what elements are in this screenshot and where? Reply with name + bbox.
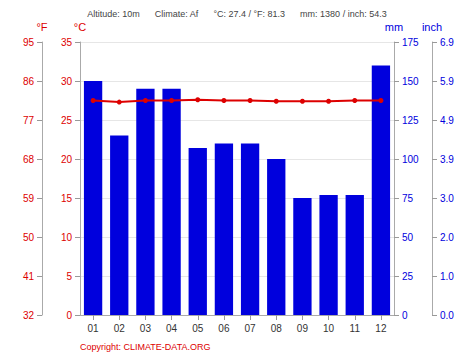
svg-text:3.9: 3.9 — [440, 154, 454, 165]
svg-text:08: 08 — [271, 323, 283, 334]
svg-text:41: 41 — [23, 271, 35, 282]
svg-text:mm: mm — [385, 21, 403, 33]
svg-text:25: 25 — [402, 271, 414, 282]
svg-text:100: 100 — [402, 154, 419, 165]
svg-text:15: 15 — [61, 193, 73, 204]
svg-text:05: 05 — [192, 323, 204, 334]
svg-text:11: 11 — [350, 323, 361, 334]
svg-text:03: 03 — [140, 323, 152, 334]
svg-text:35: 35 — [61, 37, 73, 48]
svg-text:50: 50 — [23, 232, 35, 243]
svg-text:06: 06 — [218, 323, 230, 334]
svg-text:75: 75 — [402, 193, 414, 204]
svg-text:01: 01 — [88, 323, 100, 334]
svg-text:50: 50 — [402, 232, 414, 243]
svg-text:12: 12 — [375, 323, 387, 334]
svg-text:inch: inch — [422, 21, 442, 33]
svg-text:°F: °F — [36, 21, 47, 33]
svg-text:Copyright: CLIMATE-DATA.ORG: Copyright: CLIMATE-DATA.ORG — [80, 342, 211, 352]
svg-text:Altitude: 10m Climate: Af: Altitude: 10m Climate: Af °C: 27.4 / °F:… — [87, 9, 386, 19]
svg-text:95: 95 — [23, 37, 35, 48]
svg-text:0: 0 — [402, 310, 408, 321]
svg-text:59: 59 — [23, 193, 35, 204]
svg-text:4.9: 4.9 — [440, 115, 454, 126]
svg-text:0: 0 — [66, 310, 72, 321]
svg-text:6.9: 6.9 — [440, 37, 454, 48]
svg-text:5.9: 5.9 — [440, 76, 454, 87]
svg-text:1.0: 1.0 — [440, 271, 454, 282]
svg-text:5: 5 — [66, 271, 72, 282]
svg-text:07: 07 — [245, 323, 257, 334]
svg-text:68: 68 — [23, 154, 35, 165]
svg-text:°C: °C — [74, 21, 86, 33]
svg-text:175: 175 — [402, 37, 419, 48]
svg-text:125: 125 — [402, 115, 419, 126]
svg-text:30: 30 — [61, 76, 73, 87]
svg-text:86: 86 — [23, 76, 35, 87]
svg-text:0.0: 0.0 — [440, 310, 454, 321]
svg-text:77: 77 — [23, 115, 35, 126]
svg-text:3.0: 3.0 — [440, 193, 454, 204]
svg-text:25: 25 — [61, 115, 73, 126]
svg-text:09: 09 — [297, 323, 309, 334]
svg-text:2.0: 2.0 — [440, 232, 454, 243]
svg-text:04: 04 — [166, 323, 178, 334]
svg-text:10: 10 — [61, 232, 73, 243]
svg-text:32: 32 — [23, 310, 35, 321]
svg-text:10: 10 — [323, 323, 335, 334]
svg-text:150: 150 — [402, 76, 419, 87]
svg-text:20: 20 — [61, 154, 73, 165]
svg-text:02: 02 — [114, 323, 126, 334]
